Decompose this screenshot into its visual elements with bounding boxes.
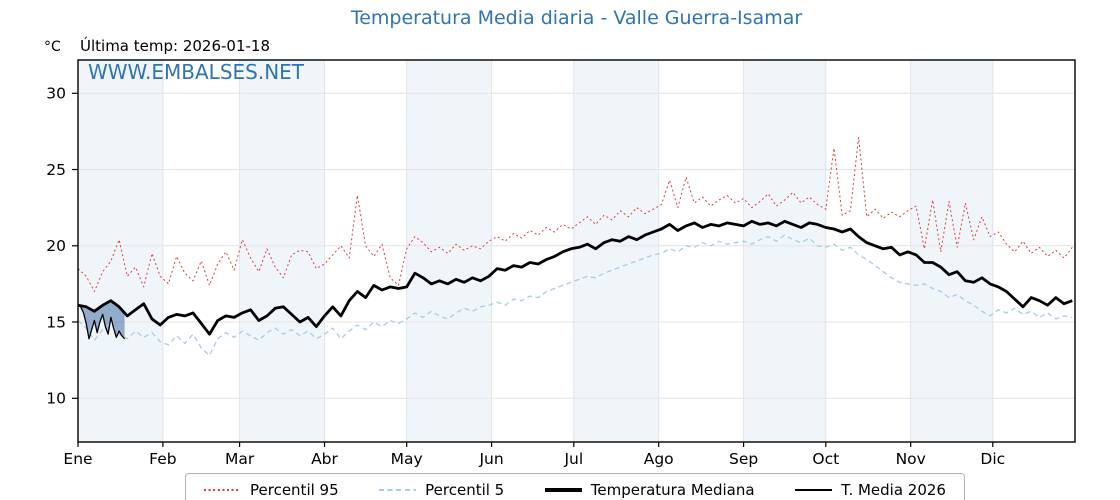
y-axis-unit-label: °C: [44, 39, 61, 55]
month-band: [743, 60, 826, 442]
legend-item-label: Percentil 95: [250, 481, 339, 499]
series-line-t-media-2026: [77, 304, 126, 340]
embalses-watermark: WWW.EMBALSES.NET: [88, 60, 305, 84]
legend-line-sample: [379, 489, 417, 491]
legend-item-temperatura-mediana: Temperatura Mediana: [544, 481, 755, 499]
month-band: [910, 60, 993, 442]
legend-line-sample: [795, 489, 833, 491]
series-line-temperatura-mediana: [77, 219, 1073, 336]
legend-item-t-media-2026: T. Media 2026: [795, 481, 946, 499]
legend-item-percentil-95: Percentil 95: [204, 481, 339, 499]
x-tick-label: Sep: [729, 450, 758, 468]
y-tick-label: 10: [46, 390, 66, 408]
month-band: [406, 60, 492, 442]
x-tick-label: Feb: [149, 450, 176, 468]
y-tick-label: 15: [46, 313, 66, 331]
month-band: [239, 60, 325, 442]
x-tick-label: Abr: [311, 450, 338, 468]
chart-title: Temperatura Media diaria - Valle Guerra-…: [350, 7, 803, 29]
x-tick-label: May: [391, 450, 423, 468]
y-tick-label: 20: [46, 237, 66, 255]
chart-legend: Percentil 95 Percentil 5 Temperatura Media…: [185, 473, 965, 500]
legend-item-percentil-5: Percentil 5: [379, 481, 504, 499]
legend-line-sample: [544, 488, 582, 492]
legend-line-sample: [204, 489, 241, 491]
month-band: [573, 60, 659, 442]
x-tick-label: Mar: [225, 450, 255, 468]
axes-frame: [77, 59, 1076, 443]
last-temp-label: Última temp: 2026-01-18: [80, 37, 271, 55]
legend-item-label: T. Media 2026: [841, 481, 946, 499]
y-tick-label: 25: [46, 161, 66, 179]
legend-item-label: Temperatura Mediana: [590, 481, 755, 499]
x-tick-label: Jun: [478, 450, 503, 468]
month-band: [78, 60, 163, 442]
x-tick-label: Nov: [896, 450, 926, 468]
y-tick-label: 30: [46, 85, 66, 103]
series-line-percentil-5: [77, 234, 1073, 357]
x-tick-label: Dic: [980, 450, 1005, 468]
x-tick-label: Ene: [63, 450, 92, 468]
x-tick-label: Oct: [812, 450, 839, 468]
x-tick-label: Jul: [563, 450, 583, 468]
x-tick-label: Ago: [644, 450, 674, 468]
legend-item-label: Percentil 5: [425, 481, 505, 499]
